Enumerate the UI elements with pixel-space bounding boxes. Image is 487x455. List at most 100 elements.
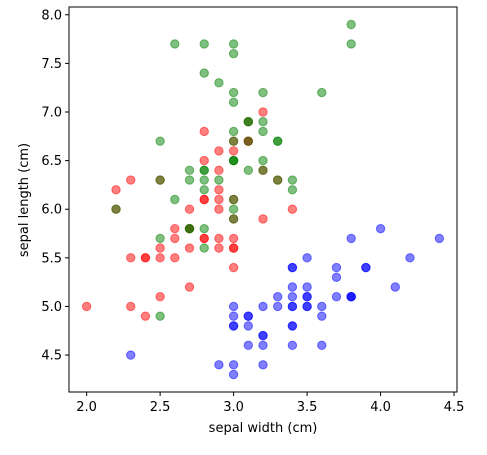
y-tick-label: 7.5 [41,57,62,72]
data-point-series-1 [170,223,180,234]
data-point-series-0 [317,301,327,312]
data-point-series-2 [258,126,268,137]
data-point-series-2 [228,97,239,107]
y-axis-ticks: 4.5 5.0 5.5 6.0 6.5 7.0 7.5 8.0 [41,8,69,364]
data-point-series-1 [126,301,136,312]
data-point-series-1 [111,185,121,195]
data-point-series-1 [184,282,195,292]
data-point-series-2 [346,19,356,30]
data-point-series-0 [243,311,254,321]
data-point-series-1 [214,243,224,253]
data-point-series-1 [155,292,165,302]
data-point-series-1 [155,253,165,263]
data-point-series-1 [126,175,136,185]
data-point-series-0 [331,272,342,282]
x-tick-label: 4.5 [444,400,465,415]
data-point-series-2 [155,233,165,244]
data-point-series-1 [81,301,92,312]
plot-frame [68,6,458,393]
data-point-series-2 [258,117,268,127]
data-point-series-0 [228,311,239,321]
data-point-series-2 [228,126,239,137]
data-point-series-0 [258,360,268,370]
x-axis-label: sepal width (cm) [209,421,318,436]
data-point-series-2 [287,175,298,185]
data-point-series-2 [199,39,209,49]
data-point-series-1 [214,165,224,176]
data-point-series-0 [302,282,312,292]
data-point-series-0 [258,330,268,341]
data-point-series-1 [170,253,180,263]
data-point-series-2 [111,204,121,214]
data-point-series-1 [228,262,239,273]
data-point-series-0 [331,292,342,302]
y-tick-label: 5.5 [41,251,62,266]
data-point-series-2 [228,39,239,49]
data-point-series-1 [199,155,209,166]
data-point-series-2 [258,87,268,98]
plot-area [69,7,457,392]
data-point-series-0 [375,223,386,234]
data-point-series-2 [199,175,209,185]
data-point-series-2 [170,194,180,205]
data-point-series-2 [199,185,209,195]
data-point-series-1 [140,311,151,321]
data-point-series-2 [243,165,254,176]
data-point-series-2 [199,68,209,78]
data-point-series-2 [243,136,254,146]
y-tick-label: 7.0 [41,106,62,121]
data-point-series-2 [228,136,239,146]
x-tick-label: 3.0 [223,400,244,415]
data-point-series-0 [287,292,298,302]
data-point-series-2 [155,175,165,185]
data-point-series-0 [302,301,312,312]
data-point-series-1 [199,126,209,137]
data-point-series-0 [287,321,298,331]
data-point-series-2 [258,165,268,176]
data-point-series-0 [228,369,239,380]
data-point-series-0 [317,340,327,351]
data-point-series-1 [214,233,224,244]
y-tick-label: 6.5 [41,154,62,169]
data-point-series-1 [214,185,224,195]
data-point-series-1 [140,253,151,263]
data-point-series-0 [228,301,239,312]
y-axis-label: sepal length (cm) [17,143,32,257]
data-point-series-0 [302,253,312,263]
data-point-series-2 [228,204,239,214]
data-point-series-2 [243,117,254,127]
data-point-series-2 [228,194,239,205]
data-point-series-1 [199,194,209,205]
data-point-series-2 [214,78,224,88]
data-point-series-0 [361,262,371,273]
data-point-series-2 [258,155,268,166]
data-point-series-1 [214,146,224,156]
y-tick-label: 6.0 [41,203,62,218]
data-point-series-2 [272,136,283,146]
data-point-series-2 [317,87,327,98]
data-point-series-2 [184,175,195,185]
data-point-series-2 [155,136,165,146]
data-point-series-0 [346,292,356,302]
data-point-series-0 [317,311,327,321]
x-tick-label: 3.5 [297,400,318,415]
data-point-series-1 [228,146,239,156]
data-point-series-0 [287,340,298,351]
x-tick-label: 2.0 [76,400,97,415]
data-point-series-0 [228,360,239,370]
y-tick-label: 5.0 [41,300,62,315]
data-point-series-2 [228,155,239,166]
data-point-series-0 [126,350,136,360]
data-point-series-2 [346,39,356,49]
data-point-series-2 [199,243,209,253]
data-point-series-2 [199,223,209,234]
data-point-series-1 [170,233,180,244]
data-point-series-1 [184,204,195,214]
data-point-series-0 [243,321,254,331]
data-point-series-2 [228,48,239,59]
data-point-series-2 [272,175,283,185]
data-point-series-2 [184,223,195,234]
data-point-series-2 [214,175,224,185]
data-point-series-0 [346,233,356,244]
data-point-series-0 [331,262,342,273]
